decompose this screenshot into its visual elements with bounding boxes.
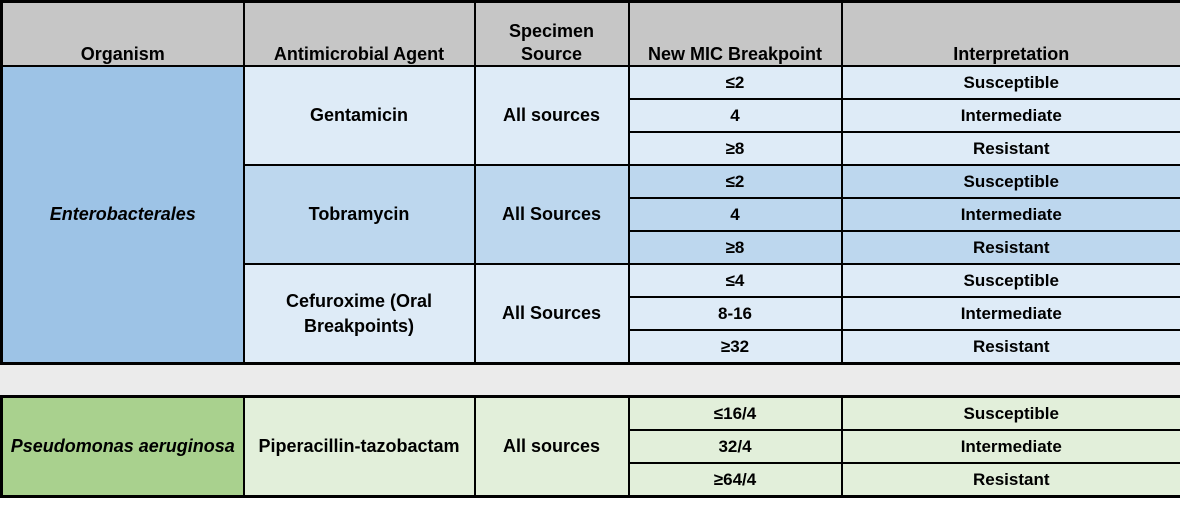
interpretation-cell: Susceptible	[840, 65, 1180, 100]
interpretation-cell: Resistant	[840, 131, 1180, 166]
section-gap	[0, 365, 1180, 395]
interpretation-cell: Susceptible	[840, 395, 1180, 431]
interpretation-cell: Intermediate	[840, 296, 1180, 331]
table-row: ≥8 Resistant	[2, 131, 1180, 166]
header-cell-organism: Organism	[0, 0, 245, 67]
interpretation-cell: Susceptible	[840, 263, 1180, 298]
header-row: Organism Antimicrobial Agent Specimen So…	[0, 0, 1180, 67]
agent-cell-tobramycin: Tobramycin	[242, 164, 476, 265]
table-row: 4 Intermediate	[2, 197, 1180, 232]
interpretation-cell: Resistant	[840, 230, 1180, 265]
interpretation-cell: Intermediate	[840, 197, 1180, 232]
mic-breakpoint-cell: ≤2	[627, 65, 843, 100]
specimen-source-cell: All Sources	[473, 263, 630, 365]
table-row: 32/4 Intermediate	[2, 429, 1180, 464]
mic-breakpoint-cell: ≥64/4	[627, 462, 843, 498]
specimen-source-cell: All Sources	[473, 164, 630, 265]
table-row: ≥32 Resistant	[2, 329, 1180, 365]
mic-breakpoint-cell: ≥8	[627, 131, 843, 166]
mic-breakpoint-cell: 32/4	[627, 429, 843, 464]
table-row: ≥8 Resistant	[2, 230, 1180, 265]
table-row: 4 Intermediate	[2, 98, 1180, 133]
specimen-source-cell: All sources	[473, 395, 630, 498]
mic-breakpoint-cell: ≤2	[627, 164, 843, 199]
header-cell-antimicrobial-agent: Antimicrobial Agent	[242, 0, 476, 67]
enterobacterales-breakpoint-table: Organism Antimicrobial Agent Specimen So…	[0, 0, 1180, 365]
pseudomonas-breakpoint-table: Pseudomonas aeruginosa Piperacillin-tazo…	[0, 395, 1180, 498]
interpretation-cell: Resistant	[840, 329, 1180, 365]
agent-cell-piperacillin-tazobactam: Piperacillin-tazobactam	[242, 395, 476, 498]
mic-breakpoint-cell: 4	[627, 197, 843, 232]
table-row: Cefuroxime (Oral Breakpoints) All Source…	[2, 263, 1180, 365]
mic-breakpoint-cell: ≤4	[627, 263, 843, 298]
mic-breakpoint-cell: 8-16	[627, 296, 843, 331]
agent-cell-cefuroxime: Cefuroxime (Oral Breakpoints)	[242, 263, 476, 365]
table-row: 8-16 Intermediate	[2, 296, 1180, 331]
table-row: Pseudomonas aeruginosa Piperacillin-tazo…	[0, 395, 1180, 498]
table-row: ≥64/4 Resistant	[2, 462, 1180, 498]
header-cell-new-mic-breakpoint: New MIC Breakpoint	[627, 0, 843, 67]
mic-breakpoint-page: Organism Antimicrobial Agent Specimen So…	[0, 0, 1180, 498]
interpretation-cell: Susceptible	[840, 164, 1180, 199]
mic-breakpoint-cell: ≥32	[627, 329, 843, 365]
organism-cell-pseudomonas: Pseudomonas aeruginosa	[0, 395, 245, 498]
header-cell-interpretation: Interpretation	[840, 0, 1180, 67]
interpretation-cell: Intermediate	[840, 429, 1180, 464]
interpretation-cell: Intermediate	[840, 98, 1180, 133]
interpretation-cell: Resistant	[840, 462, 1180, 498]
header-cell-specimen-source: Specimen Source	[473, 0, 630, 67]
agent-cell-gentamicin: Gentamicin	[242, 65, 476, 166]
specimen-source-cell: All sources	[473, 65, 630, 166]
organism-cell-enterobacterales: Enterobacterales	[0, 65, 245, 365]
table-row: Tobramycin All Sources ≤2 Susceptible	[2, 164, 1180, 265]
mic-breakpoint-cell: ≤16/4	[627, 395, 843, 431]
mic-breakpoint-cell: ≥8	[627, 230, 843, 265]
table-row: Enterobacterales Gentamicin All sources …	[0, 65, 1180, 365]
mic-breakpoint-cell: 4	[627, 98, 843, 133]
